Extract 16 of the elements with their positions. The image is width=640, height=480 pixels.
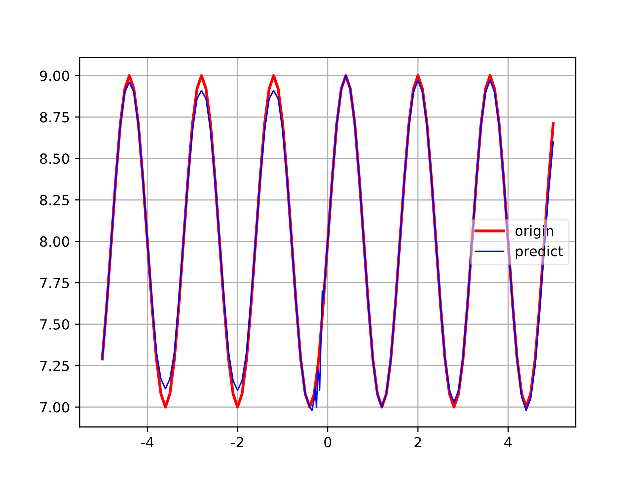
y-tick-label: 8.00 (40, 236, 70, 248)
legend-label: predict (516, 246, 564, 260)
x-tick-label: -2 (232, 437, 244, 448)
x-tick-label: 2 (414, 437, 422, 448)
y-tick-label: 8.25 (40, 195, 70, 206)
y-tick-label: 8.75 (40, 112, 70, 123)
y-tick-label: 7.75 (40, 278, 70, 288)
x-tick-label: -4 (141, 437, 154, 448)
x-tick-label: 4 (504, 437, 512, 448)
y-tick-label: 7.50 (40, 319, 70, 330)
y-tick-label: 7.25 (40, 360, 70, 372)
y-tick-label: 8.50 (40, 154, 70, 164)
y-tick-label: 7.00 (40, 402, 70, 413)
legend-label: origin (516, 225, 554, 239)
y-tick-label: 9.00 (40, 70, 70, 82)
x-tick-label: 0 (324, 437, 332, 448)
